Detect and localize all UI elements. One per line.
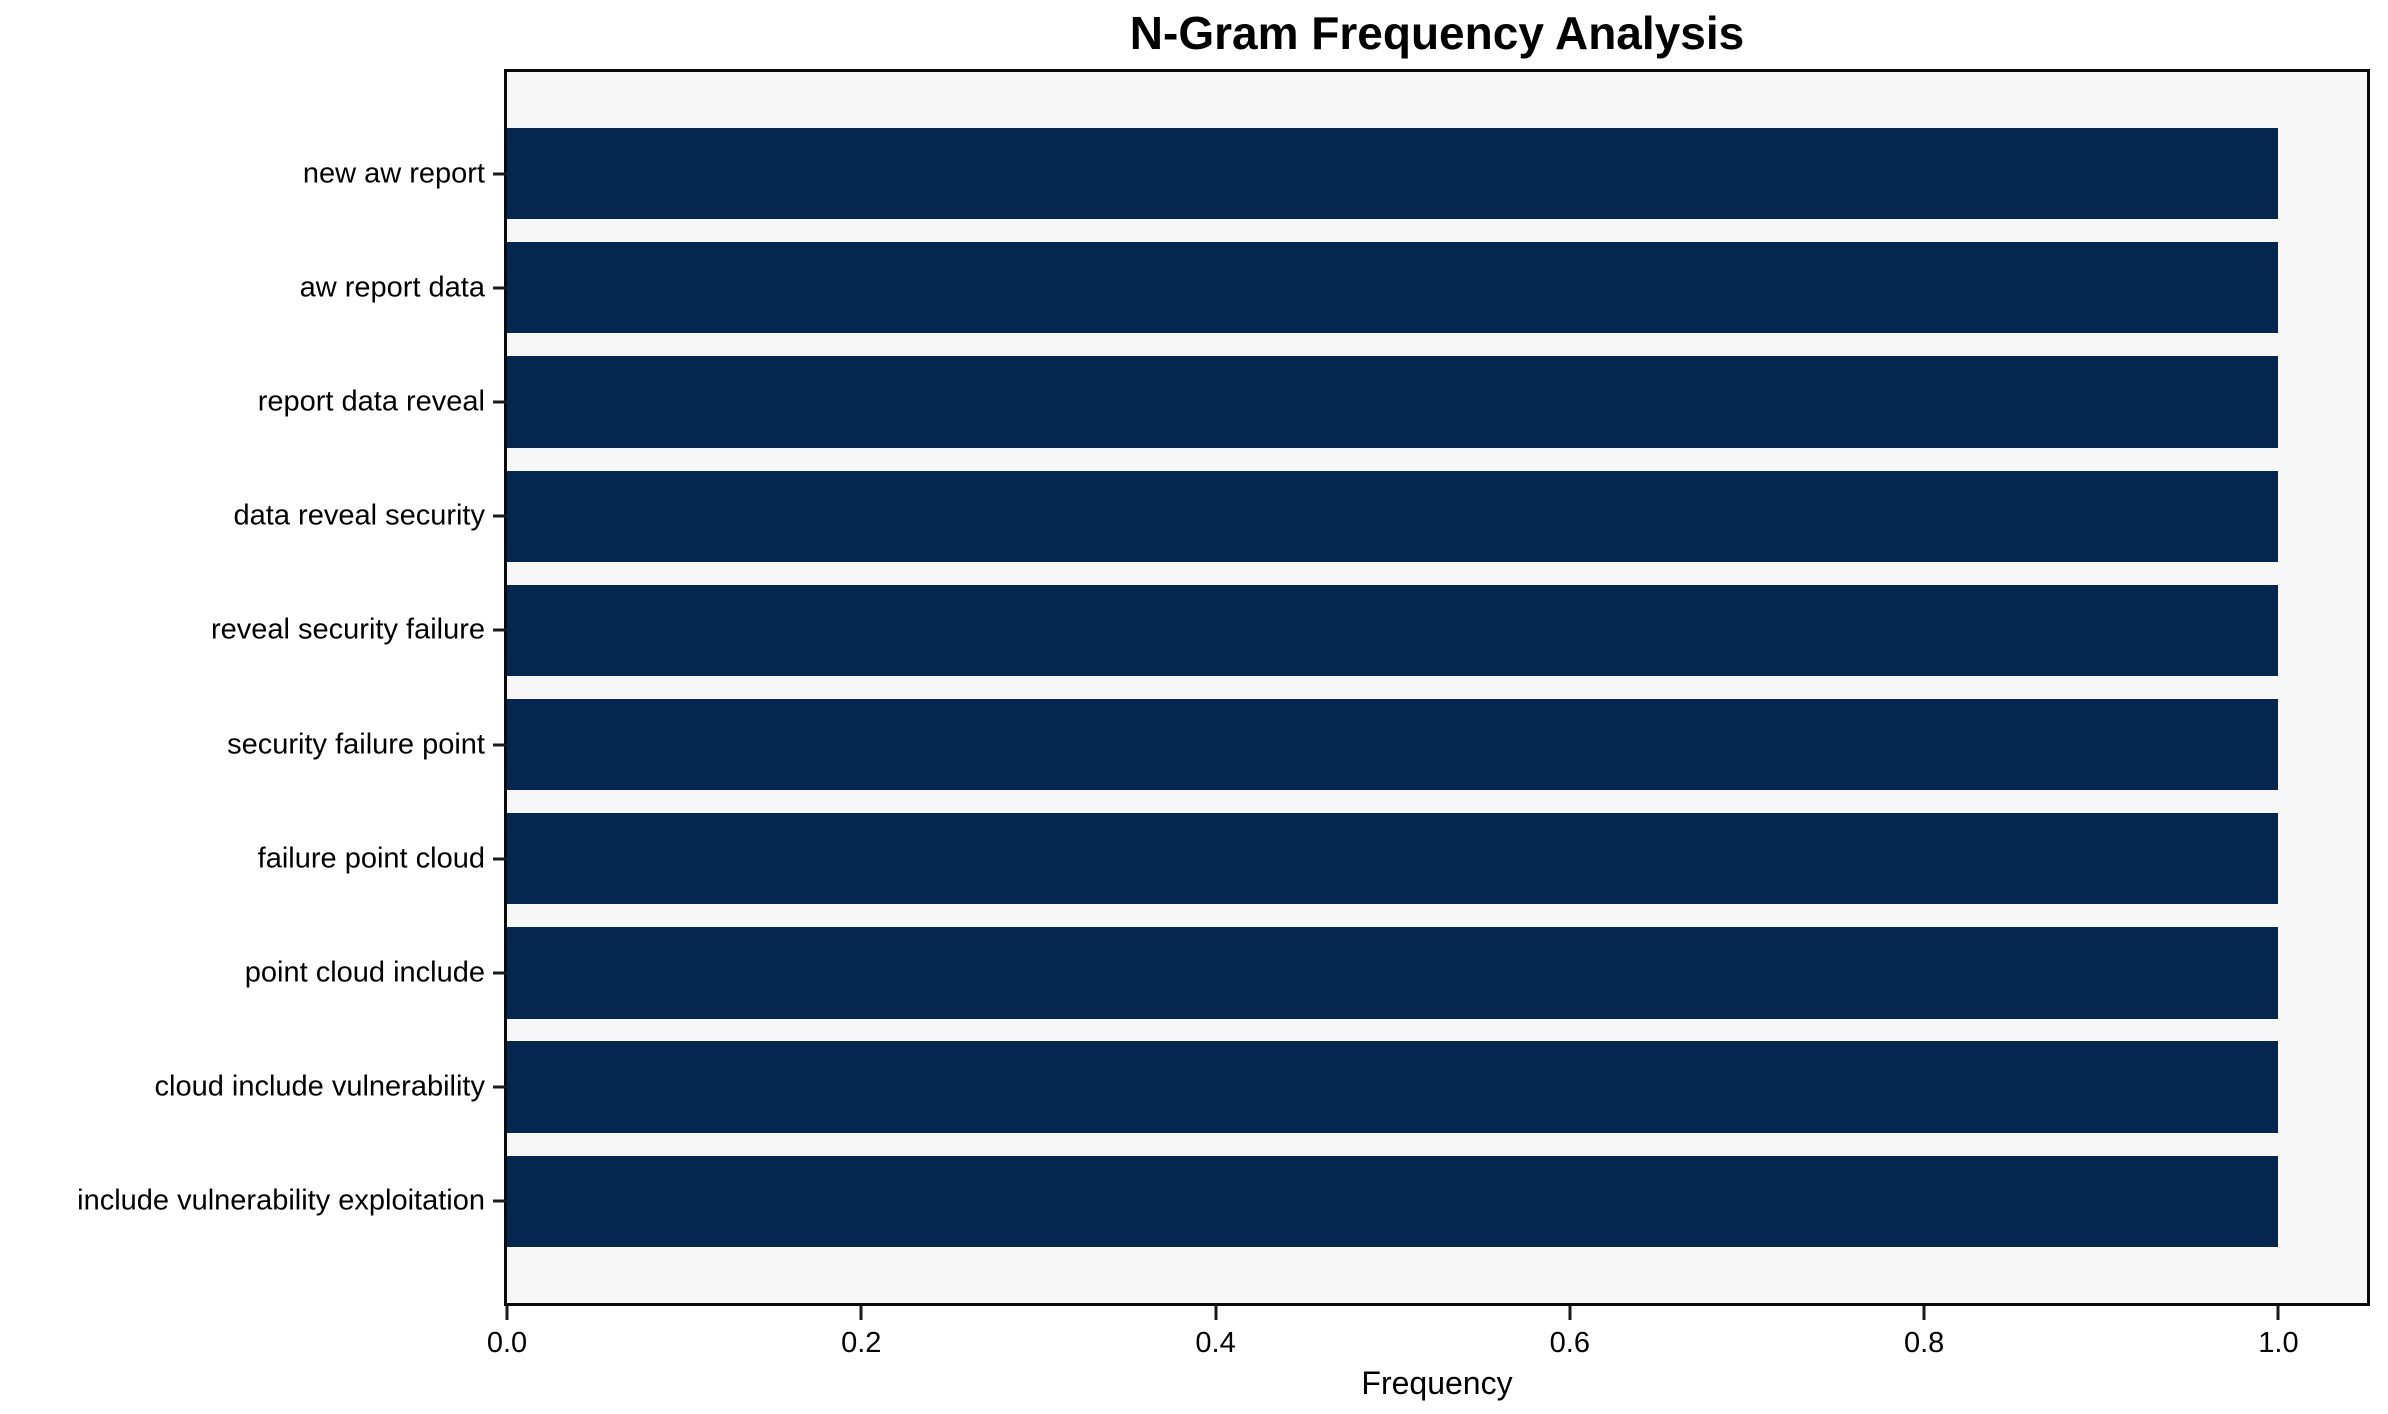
bar xyxy=(507,1041,2279,1133)
y-axis-label: reveal security failure xyxy=(211,613,485,646)
y-axis-label: aw report data xyxy=(299,271,485,304)
bar xyxy=(507,698,2279,791)
y-axis-label: failure point cloud xyxy=(257,842,485,875)
y-tick xyxy=(493,286,507,290)
bar xyxy=(507,127,2279,220)
bar xyxy=(507,584,2279,677)
x-tick xyxy=(2276,1306,2280,1320)
chart-title: N-Gram Frequency Analysis xyxy=(1129,7,1745,59)
y-tick xyxy=(493,172,507,176)
x-tick xyxy=(1214,1306,1218,1320)
y-axis-label: security failure point xyxy=(227,728,485,761)
y-tick xyxy=(493,1085,507,1089)
y-axis-label: report data reveal xyxy=(257,385,485,418)
y-tick xyxy=(493,857,507,861)
x-tick-label: 1.0 xyxy=(2258,1327,2299,1359)
y-axis-label: data reveal security xyxy=(233,499,485,532)
x-tick-label: 0.2 xyxy=(841,1327,882,1359)
x-tick-label: 0.0 xyxy=(486,1327,528,1359)
y-tick xyxy=(493,743,507,747)
x-tick xyxy=(859,1306,863,1320)
x-axis-label: Frequency xyxy=(1361,1365,1513,1401)
y-tick xyxy=(493,628,507,632)
x-tick-label: 0.8 xyxy=(1903,1327,1945,1359)
bar xyxy=(507,813,2279,905)
y-axis-label: include vulnerability exploitation xyxy=(77,1184,485,1217)
y-axis-label: point cloud include xyxy=(244,956,485,989)
y-tick xyxy=(493,514,507,518)
x-tick-label: 0.6 xyxy=(1549,1327,1591,1359)
y-axis-label: cloud include vulnerability xyxy=(154,1070,485,1103)
plot-area xyxy=(504,69,2370,1306)
x-tick xyxy=(505,1306,509,1320)
bar xyxy=(507,242,2279,334)
bar xyxy=(507,470,2279,562)
bar xyxy=(507,356,2279,448)
x-tick xyxy=(1568,1306,1572,1320)
y-tick xyxy=(493,1199,507,1203)
x-tick-label: 0.4 xyxy=(1195,1327,1236,1359)
y-axis-label: new aw report xyxy=(302,157,485,190)
x-tick xyxy=(1922,1306,1926,1320)
y-tick xyxy=(493,971,507,975)
y-tick xyxy=(493,400,507,404)
bar xyxy=(507,1155,2279,1248)
bar xyxy=(507,927,2279,1019)
